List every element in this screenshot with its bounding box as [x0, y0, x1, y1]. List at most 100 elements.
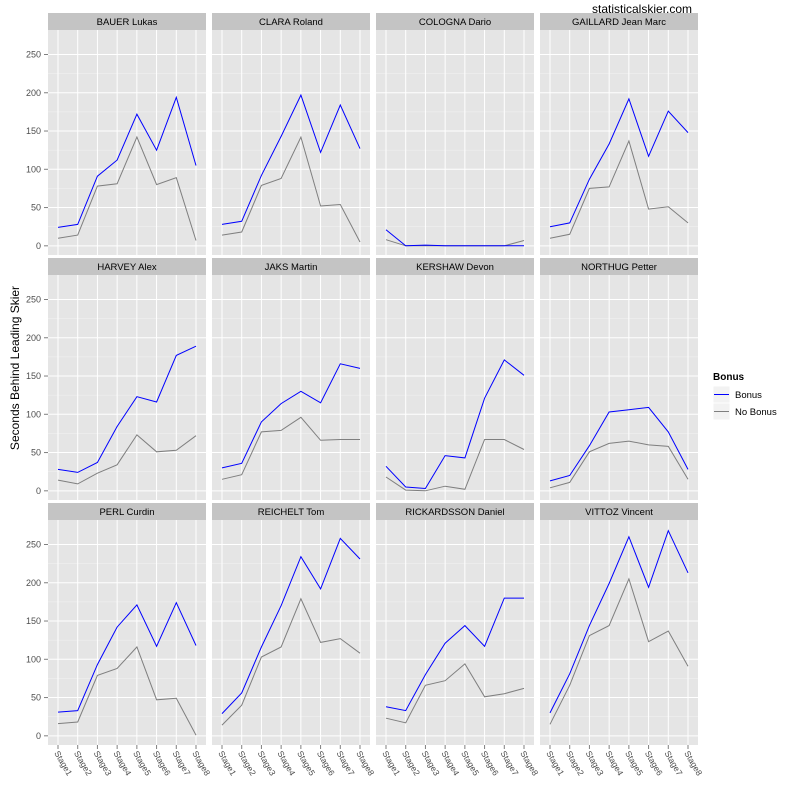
y-tick-label: 100 — [26, 654, 41, 664]
y-tick-label: 150 — [26, 126, 41, 136]
no-bonus-line — [57, 434, 197, 485]
x-tick-label: Stage3 — [584, 749, 606, 778]
y-tick-label: 250 — [26, 294, 41, 304]
y-tick-label: 150 — [26, 371, 41, 381]
panel: CLARA Roland — [212, 13, 370, 255]
x-tick-label: Stage2 — [72, 749, 94, 778]
panel-background — [376, 520, 534, 745]
x-tick-label: Stage1 — [52, 749, 74, 778]
x-tick-label: Stage7 — [663, 749, 685, 778]
x-tick-label: Stage3 — [420, 749, 442, 778]
watermark: statisticalskier.com — [592, 2, 693, 16]
no-bonus-line — [221, 597, 361, 726]
no-bonus-line — [385, 663, 525, 724]
x-tick-label: Stage6 — [315, 749, 337, 778]
x-tick-label: Stage4 — [603, 749, 625, 778]
no-bonus-line — [549, 139, 689, 239]
panel-title: JAKS Martin — [265, 262, 318, 273]
panel-background — [48, 30, 206, 255]
panel: REICHELT Tom — [212, 503, 370, 745]
panel: HARVEY Alex — [48, 258, 206, 500]
y-tick-label: 50 — [31, 203, 41, 213]
x-tick-label: Stage5 — [623, 749, 645, 778]
bonus-line — [57, 601, 197, 713]
y-tick-label: 0 — [36, 241, 41, 251]
panel-background — [540, 520, 698, 745]
panel-title: REICHELT Tom — [258, 507, 325, 518]
legend-label: No Bonus — [735, 407, 777, 418]
x-tick-label: Stage3 — [92, 749, 114, 778]
panel-strip — [48, 503, 206, 520]
x-tick-label: Stage4 — [111, 749, 133, 778]
panel-title: CLARA Roland — [259, 17, 323, 28]
panel-background — [212, 520, 370, 745]
panel: PERL Curdin — [48, 503, 206, 745]
y-tick-label: 200 — [26, 88, 41, 98]
x-tick-label: Stage2 — [564, 749, 586, 778]
x-tick-label: Stage4 — [439, 749, 461, 778]
panel-title: GAILLARD Jean Marc — [572, 17, 666, 28]
panel: BAUER Lukas — [48, 13, 206, 255]
no-bonus-line — [57, 135, 197, 241]
y-tick-label: 250 — [26, 539, 41, 549]
x-tick-label: Stage7 — [335, 749, 357, 778]
x-tick-label: Stage2 — [400, 749, 422, 778]
panel-strip — [376, 258, 534, 275]
y-tick-label: 50 — [31, 448, 41, 458]
no-bonus-line — [549, 577, 689, 725]
bonus-line — [549, 97, 689, 228]
panel-title: VITTOZ Vincent — [585, 507, 653, 518]
panel-strip — [48, 13, 206, 30]
panel-strip — [212, 13, 370, 30]
panel: NORTHUG Petter — [540, 258, 698, 500]
panel-title: HARVEY Alex — [97, 262, 157, 273]
x-tick-label: Stage6 — [151, 749, 173, 778]
panel-strip — [212, 503, 370, 520]
no-bonus-line — [57, 646, 197, 736]
panel-title: COLOGNA Dario — [419, 17, 491, 28]
x-tick-label: Stage4 — [275, 749, 297, 778]
legend-entry: Bonus — [712, 385, 762, 404]
panel-title: PERL Curdin — [99, 507, 154, 518]
x-tick-label: Stage8 — [518, 749, 540, 778]
bonus-line — [221, 363, 361, 469]
panel-strip — [48, 258, 206, 275]
y-tick-label: 150 — [26, 616, 41, 626]
panel-background — [212, 30, 370, 255]
panel: VITTOZ Vincent — [540, 503, 698, 745]
no-bonus-line — [221, 135, 361, 243]
bonus-line — [385, 229, 524, 247]
x-axes-layer: Stage1Stage2Stage3Stage4Stage5Stage6Stag… — [52, 745, 705, 778]
y-tick-label: 250 — [26, 49, 41, 59]
bonus-line — [57, 345, 197, 473]
panel-title: RICKARDSSON Daniel — [405, 507, 504, 518]
panel-strip — [540, 13, 698, 30]
no-bonus-line — [385, 439, 525, 492]
panel-title: NORTHUG Petter — [581, 262, 657, 273]
x-tick-label: Stage5 — [295, 749, 317, 778]
y-tick-label: 200 — [26, 333, 41, 343]
x-tick-label: Stage1 — [380, 749, 402, 778]
no-bonus-line — [549, 440, 689, 489]
x-tick-label: Stage5 — [459, 749, 481, 778]
bonus-line — [221, 537, 361, 714]
panel-background — [212, 275, 370, 500]
panel-strip — [540, 258, 698, 275]
panel: COLOGNA Dario — [376, 13, 534, 255]
bonus-line — [57, 95, 197, 228]
x-tick-label: Stage7 — [171, 749, 193, 778]
panel-strip — [376, 13, 534, 30]
panel: GAILLARD Jean Marc — [540, 13, 698, 255]
x-tick-label: Stage8 — [354, 749, 376, 778]
panel-strip — [540, 503, 698, 520]
panel-background — [48, 520, 206, 745]
panel-strip — [376, 503, 534, 520]
no-bonus-line — [221, 416, 360, 480]
y-tick-label: 0 — [36, 731, 41, 741]
x-tick-label: Stage3 — [256, 749, 278, 778]
x-tick-label: Stage1 — [544, 749, 566, 778]
legend-label: Bonus — [735, 390, 762, 401]
legend-title: Bonus — [713, 372, 745, 383]
y-axis-title: Seconds Behind Leading Skier — [8, 286, 22, 450]
